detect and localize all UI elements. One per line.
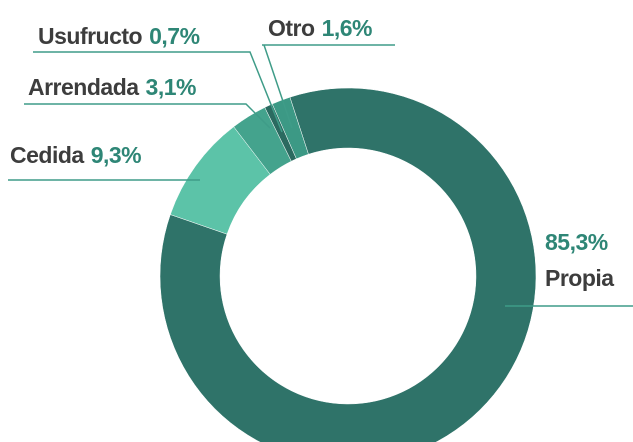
value-label: 0,7%: [149, 23, 199, 49]
slice: [159, 87, 537, 442]
value-label: 9,3%: [91, 142, 141, 168]
category-label: Otro: [268, 15, 315, 41]
category-label: Propia: [545, 265, 614, 291]
leader-line: [33, 51, 283, 133]
category-label: Cedida: [10, 142, 84, 168]
value-label: 1,6%: [322, 15, 372, 41]
slice-label: Arrendada 3,1%: [28, 74, 196, 100]
slice-label: Otro 1,6%: [268, 15, 372, 41]
slice-label: Cedida 9,3%: [10, 142, 141, 168]
leader-line: [24, 103, 271, 129]
category-label: Arrendada: [28, 74, 139, 100]
value-label: 3,1%: [146, 74, 196, 100]
category-label: Usufructo: [38, 23, 143, 49]
slice-label: Usufructo 0,7%: [38, 23, 200, 49]
slice: [271, 96, 309, 160]
leader-line: [262, 44, 395, 129]
value-label: 85,3%: [545, 229, 608, 255]
